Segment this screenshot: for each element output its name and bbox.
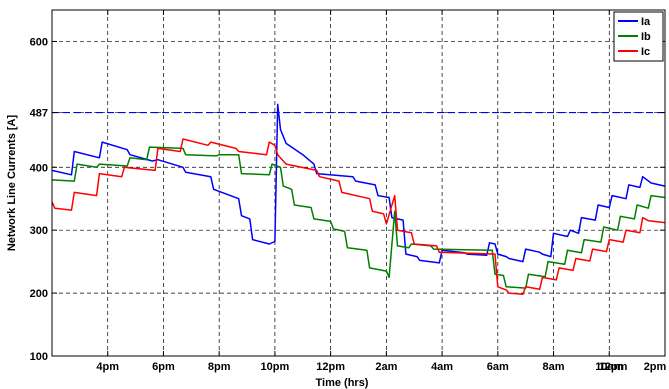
x-tick-label: 4am	[431, 361, 453, 373]
legend-label: Ib	[641, 31, 651, 43]
x-tick-label: 2pm	[644, 361, 667, 373]
y-tick-label: 600	[30, 36, 48, 48]
x-tick-label: 4pm	[96, 361, 119, 373]
x-tick-label: 6pm	[152, 361, 175, 373]
x-tick-label: 10am	[595, 361, 623, 373]
legend-label: Ic	[641, 46, 650, 58]
plot-frame	[51, 9, 666, 357]
series-line-ib	[51, 146, 666, 289]
series-line-ia	[51, 103, 666, 264]
x-tick-label: 6am	[487, 361, 509, 373]
legend-label: Ia	[641, 16, 651, 28]
x-tick-label: 8am	[543, 361, 565, 373]
x-tick-label: 8pm	[208, 361, 231, 373]
x-tick-label: 10pm	[261, 361, 290, 373]
legend: Ia Ib Ic	[613, 11, 664, 62]
x-tick-label: 12pm	[599, 361, 628, 373]
x-axis-title: Time (hrs)	[316, 377, 369, 389]
series-line-ic	[51, 138, 666, 296]
y-tick-label: 400	[30, 162, 48, 174]
y-tick-label: 100	[30, 351, 48, 363]
x-tick-label: 2am	[375, 361, 397, 373]
y-axis-title: Network Line Currents [A]	[6, 115, 18, 252]
series-group	[51, 103, 666, 296]
grid-lines	[52, 10, 666, 356]
y-tick-label: 300	[30, 225, 48, 237]
y-tick-label: 487	[30, 108, 48, 120]
plot-background	[52, 10, 665, 356]
y-tick-label: 200	[30, 288, 48, 300]
x-tick-label: 12pm	[316, 361, 345, 373]
